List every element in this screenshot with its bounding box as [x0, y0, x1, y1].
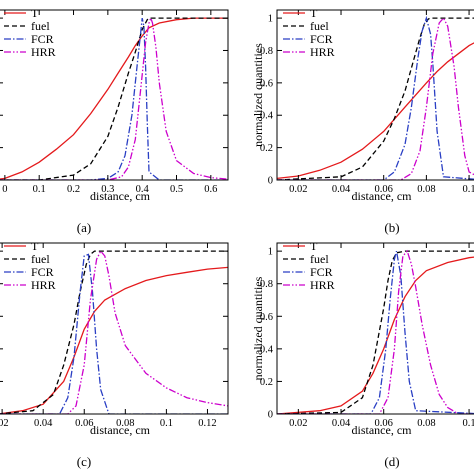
- legend-label-t: T: [310, 239, 318, 253]
- y-tick-label: 0.8: [260, 46, 273, 57]
- panel-label: (a): [77, 220, 91, 235]
- y-tick-label: 1: [268, 14, 273, 25]
- series-line-hrr: [0, 16, 228, 180]
- series-line-t: [0, 17, 228, 180]
- chart-panel-3: .02 0.04 0.06 0.08 0.1 0.12 distance, cm TfuelF…: [0, 239, 229, 469]
- x-tick-label: 0.04: [34, 418, 53, 429]
- x-tick-label: 0.3: [101, 184, 114, 195]
- series-line-fcr: [0, 253, 228, 414]
- series-line-fcr: [277, 15, 474, 180]
- y-tick-label: 0.8: [260, 279, 273, 290]
- chart-panel-4: 0.02 0.04 0.06 0.08 0.1 0 0.2 0.4 0.6 0.8 1 distanc…: [251, 239, 474, 469]
- x-axis-label: distance, cm: [352, 189, 413, 203]
- x-axis-label: distance, cm: [90, 189, 151, 203]
- y-axis-label: normalized quantities: [251, 43, 265, 147]
- panel-label: (c): [77, 454, 91, 469]
- y-tick-label: 1: [268, 247, 273, 258]
- y-tick-label: 0.4: [260, 344, 274, 355]
- series-line-hrr: [277, 249, 474, 414]
- x-tick-label: 0.04: [332, 184, 351, 195]
- series-line-fuel: [0, 250, 228, 414]
- x-tick-label: 0.1: [33, 184, 46, 195]
- x-tick-label: 0.08: [116, 418, 134, 429]
- legend-label-t: T: [31, 6, 39, 20]
- x-tick-label: 0.1: [160, 418, 173, 429]
- x-tick-label: .02: [0, 418, 9, 429]
- series-group: [277, 249, 474, 414]
- x-tick-label: 0.1: [462, 184, 474, 195]
- x-tick-label: 0.08: [417, 184, 435, 195]
- y-tick-label: 0.2: [260, 143, 273, 154]
- legend-label-fcr: FCR: [31, 265, 54, 279]
- x-tick-label: 0.2: [67, 184, 80, 195]
- x-tick-label: 0.02: [289, 418, 307, 429]
- y-tick-label: 0.2: [260, 377, 273, 388]
- y-tick-label: 0.4: [260, 111, 274, 122]
- plot-frame: [276, 9, 474, 181]
- chart-panel-2: 0.02 0.04 0.06 0.08 0.1 0 0.2 0.4 0.6 0.8 1 distanc…: [251, 6, 474, 235]
- plot-frame: [276, 242, 474, 415]
- plot-frame: [0, 242, 229, 415]
- legend-label-fuel: fuel: [31, 252, 50, 266]
- series-line-hrr: [0, 249, 228, 414]
- x-tick-label: 0.06: [75, 418, 93, 429]
- panel-label: (b): [384, 220, 399, 235]
- x-axis-label: distance, cm: [90, 423, 151, 437]
- y-tick-label: 0: [268, 176, 273, 187]
- x-tick-label: 0.06: [375, 418, 393, 429]
- y-tick-label: 0: [268, 410, 273, 421]
- legend-label-fuel: fuel: [310, 19, 329, 33]
- x-tick-label: 0.1: [462, 418, 474, 429]
- chart-panel-1: 0 0.1 0.2 0.3 0.4 0.5 0.6 distance, cm TfuelFCRH…: [0, 6, 229, 235]
- series-line-hrr: [277, 16, 474, 180]
- series-line-t: [277, 256, 474, 414]
- legend-label-fcr: FCR: [310, 265, 333, 279]
- x-tick-label: 0.08: [417, 418, 435, 429]
- y-tick-label: 0.6: [260, 312, 273, 323]
- series-line-t: [277, 42, 474, 180]
- x-tick-label: 0.5: [170, 184, 183, 195]
- legend-label-fuel: fuel: [31, 19, 50, 33]
- x-tick-label: 0.06: [375, 184, 393, 195]
- plot-frame: [0, 9, 229, 181]
- y-axis-label: normalized quantities: [251, 276, 265, 380]
- legend-label-fuel: fuel: [310, 252, 329, 266]
- legend-label-hrr: HRR: [31, 278, 56, 292]
- legend-label-t: T: [310, 6, 318, 20]
- series-group: [277, 15, 474, 180]
- legend-label-fcr: FCR: [31, 32, 54, 46]
- legend-label-hrr: HRR: [310, 278, 335, 292]
- x-tick-label: 0.6: [204, 184, 217, 195]
- panel-label: (d): [384, 454, 399, 469]
- x-axis-label: distance, cm: [352, 423, 413, 437]
- legend-label-t: T: [31, 239, 39, 253]
- series-group: [0, 249, 228, 414]
- x-tick-label: 0: [2, 184, 7, 195]
- legend-label-fcr: FCR: [310, 32, 333, 46]
- legend-label-hrr: HRR: [31, 45, 56, 59]
- legend-label-hrr: HRR: [310, 45, 335, 59]
- series-line-fcr: [0, 17, 228, 180]
- y-tick-label: 0.6: [260, 78, 273, 89]
- series-line-fuel: [277, 250, 474, 414]
- x-tick-label: 0.4: [136, 184, 150, 195]
- x-tick-label: 0.04: [332, 418, 351, 429]
- x-tick-label: 0.02: [289, 184, 307, 195]
- series-line-fuel: [277, 17, 474, 180]
- series-line-fcr: [277, 250, 474, 414]
- x-tick-label: 0.12: [198, 418, 216, 429]
- series-group: [0, 16, 228, 180]
